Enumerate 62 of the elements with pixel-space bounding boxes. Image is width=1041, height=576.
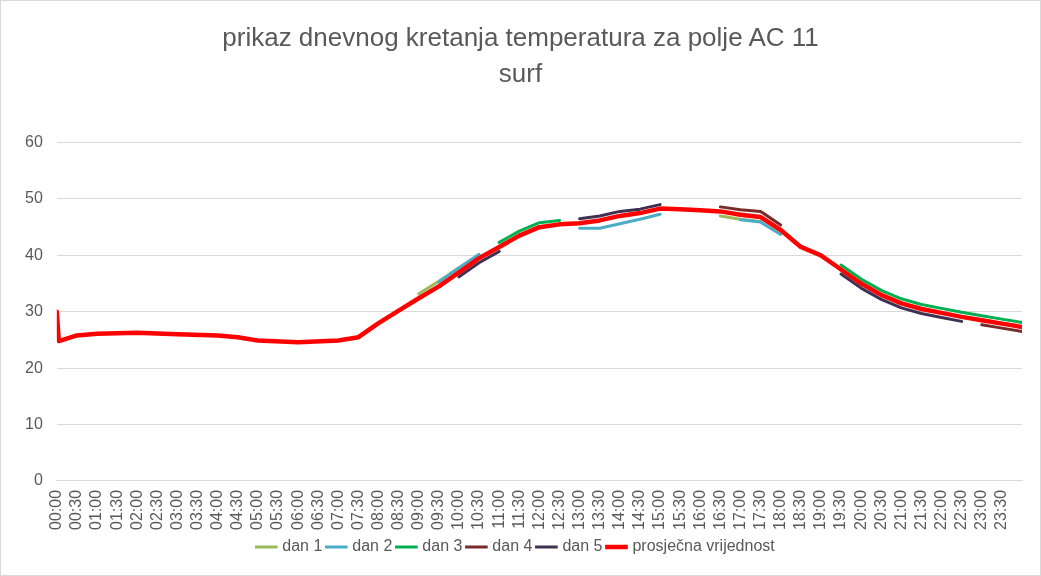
x-tick-label: 16:00: [690, 489, 708, 531]
legend-label: dan 3: [422, 537, 463, 555]
x-tick-label: 23:00: [972, 489, 990, 531]
y-tick-label: 30: [25, 302, 43, 320]
y-tick-label: 40: [25, 245, 43, 263]
x-tick-label: 21:30: [911, 489, 929, 531]
x-tick-label: 05:30: [268, 489, 286, 531]
x-tick-label: 17:30: [751, 489, 768, 531]
x-tick-label: 08:00: [368, 489, 386, 531]
x-tick-label: 02:00: [127, 489, 145, 531]
x-tick-label: 14:00: [610, 489, 628, 531]
x-tick-label: 13:00: [570, 489, 588, 531]
x-tick-label: 04:00: [208, 489, 226, 531]
x-tick-label: 19:30: [831, 489, 849, 531]
x-tick-label: 06:00: [288, 489, 306, 531]
y-tick-label: 50: [25, 189, 43, 207]
x-tick-label: 01:30: [107, 489, 125, 531]
x-tick-label: 21:00: [891, 489, 909, 531]
x-tick-label: 22:00: [931, 489, 949, 531]
y-tick-label: 0: [33, 471, 43, 489]
x-tick-label: 10:00: [449, 489, 467, 531]
x-tick-label: 00:30: [67, 489, 85, 531]
x-tick-label: 03:30: [187, 489, 205, 531]
x-tick-label: 07:30: [348, 489, 366, 531]
x-tick-label: 00:00: [47, 489, 65, 531]
y-tick-label: 20: [25, 358, 43, 376]
x-tick-label: 14:30: [630, 489, 648, 531]
x-tick-label: 19:00: [811, 489, 829, 531]
legend-label: dan 2: [352, 537, 393, 555]
x-tick-label: 18:00: [771, 489, 789, 531]
x-tick-label: 07:00: [328, 489, 346, 531]
x-tick-label: 04:30: [228, 489, 246, 531]
x-tick-label: 08:30: [389, 489, 407, 531]
x-tick-label: 09:00: [409, 489, 427, 531]
x-tick-label: 01:00: [87, 489, 105, 531]
x-tick-label: 03:00: [167, 489, 185, 531]
x-tick-label: 05:00: [248, 489, 266, 531]
x-tick-label: 12:00: [529, 489, 547, 531]
x-tick-label: 20:00: [851, 489, 869, 531]
legend-label: dan 5: [562, 537, 603, 555]
x-tick-label: 13:30: [590, 489, 608, 531]
x-tick-label: 02:30: [147, 489, 165, 531]
legend-label: prosječna vrijednost: [632, 537, 776, 555]
legend-label: dan 1: [282, 537, 323, 555]
x-tick-label: 23:30: [992, 489, 1010, 531]
x-tick-label: 11:30: [509, 489, 527, 529]
x-tick-label: 20:30: [871, 489, 889, 531]
y-tick-label: 10: [25, 414, 43, 432]
x-tick-label: 15:30: [670, 489, 688, 531]
x-tick-label: 15:00: [650, 489, 668, 531]
x-tick-label: 17:00: [730, 489, 748, 531]
x-tick-label: 10:30: [469, 489, 487, 531]
y-tick-label: 60: [25, 133, 43, 151]
x-tick-label: 09:30: [429, 489, 447, 531]
x-tick-label: 16:30: [710, 489, 728, 531]
x-tick-label: 22:30: [952, 489, 970, 531]
x-tick-label: 12:30: [549, 489, 567, 531]
x-tick-label: 11:00: [489, 489, 507, 529]
legend-label: dan 4: [492, 537, 533, 555]
x-tick-label: 18:30: [791, 489, 809, 531]
chart-title: prikaz dnevnog kretanja temperatura za polje AC 11 surf: [221, 21, 820, 90]
x-tick-label: 06:30: [308, 489, 326, 531]
